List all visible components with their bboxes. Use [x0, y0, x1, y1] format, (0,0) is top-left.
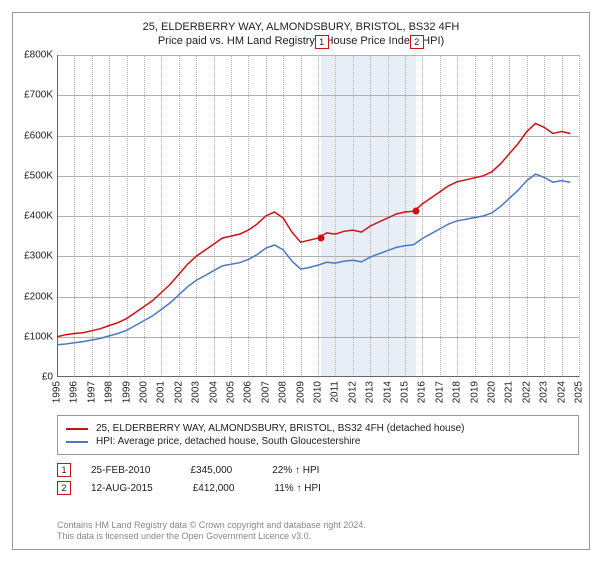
footer-line1: Contains HM Land Registry data © Crown c… [57, 520, 366, 532]
legend-row: 25, ELDERBERRY WAY, ALMONDSBURY, BRISTOL… [66, 423, 570, 434]
x-axis-label: 2005 [226, 381, 237, 403]
x-axis-label: 2017 [434, 381, 445, 403]
x-axis-label: 1997 [86, 381, 97, 403]
x-axis-label: 2010 [313, 381, 324, 403]
series-hpi [57, 174, 570, 345]
sale-marker-box: 2 [410, 35, 424, 49]
x-axis-label: 2011 [330, 381, 341, 403]
x-axis-label: 2007 [260, 381, 271, 403]
y-axis-label: £500K [24, 170, 53, 181]
sale-marker-icon: 2 [57, 481, 71, 495]
x-axis-label: 2009 [295, 381, 306, 403]
legend-label: HPI: Average price, detached house, Sout… [96, 436, 360, 447]
sale-row: 2 12-AUG-2015 £412,000 11% ↑ HPI [57, 481, 321, 495]
x-axis-label: 2019 [469, 381, 480, 403]
sale-delta: 11% ↑ HPI [274, 483, 321, 494]
footer-line2: This data is licensed under the Open Gov… [57, 531, 366, 543]
x-axis-label: 2025 [574, 381, 585, 403]
series-price_paid [57, 123, 570, 336]
sale-marker-icon: 1 [57, 463, 71, 477]
x-axis-label: 2024 [556, 381, 567, 403]
legend-swatch [66, 428, 88, 430]
x-axis-label: 1998 [104, 381, 115, 403]
title-line2: Price paid vs. HM Land Registry's House … [13, 35, 589, 47]
y-axis-label: £200K [24, 291, 53, 302]
legend: 25, ELDERBERRY WAY, ALMONDSBURY, BRISTOL… [57, 415, 579, 455]
x-axis-label: 2002 [173, 381, 184, 403]
legend-label: 25, ELDERBERRY WAY, ALMONDSBURY, BRISTOL… [96, 423, 465, 434]
sale-price: £412,000 [193, 483, 235, 494]
x-axis-label: 2004 [208, 381, 219, 403]
x-axis-label: 2001 [156, 381, 167, 403]
sale-dot-icon [317, 235, 324, 242]
sale-date: 12-AUG-2015 [91, 483, 153, 494]
sale-delta: 22% ↑ HPI [272, 465, 319, 476]
x-axis-label: 2014 [382, 381, 393, 403]
sale-price: £345,000 [190, 465, 232, 476]
x-axis-label: 1996 [69, 381, 80, 403]
chart-container: 25, ELDERBERRY WAY, ALMONDSBURY, BRISTOL… [12, 12, 590, 550]
y-axis-label: £100K [24, 331, 53, 342]
x-axis-label: 2013 [365, 381, 376, 403]
legend-swatch [66, 441, 88, 443]
plot-area: £0£100K£200K£300K£400K£500K£600K£700K£80… [57, 55, 579, 377]
x-axis-label: 2020 [487, 381, 498, 403]
x-axis-label: 2008 [278, 381, 289, 403]
x-axis-label: 2000 [139, 381, 150, 403]
title-line1: 25, ELDERBERRY WAY, ALMONDSBURY, BRISTOL… [13, 21, 589, 33]
y-axis-label: £400K [24, 211, 53, 222]
x-axis-label: 2015 [400, 381, 411, 403]
x-axis-label: 2021 [504, 381, 515, 403]
x-axis-label: 2012 [347, 381, 358, 403]
x-axis-label: 2022 [521, 381, 532, 403]
x-axis-label: 2016 [417, 381, 428, 403]
x-axis-label: 1999 [121, 381, 132, 403]
y-axis-label: £700K [24, 90, 53, 101]
footer: Contains HM Land Registry data © Crown c… [57, 520, 366, 543]
x-axis-label: 2018 [452, 381, 463, 403]
gridline-v [579, 55, 581, 377]
x-axis-label: 2003 [191, 381, 202, 403]
sales-table: 1 25-FEB-2010 £345,000 22% ↑ HPI 2 12-AU… [57, 459, 321, 499]
line-chart-svg [57, 55, 579, 377]
x-axis-label: 1995 [52, 381, 63, 403]
sale-row: 1 25-FEB-2010 £345,000 22% ↑ HPI [57, 463, 321, 477]
sale-date: 25-FEB-2010 [91, 465, 150, 476]
legend-row: HPI: Average price, detached house, Sout… [66, 436, 570, 447]
sale-marker-box: 1 [315, 35, 329, 49]
y-axis-label: £300K [24, 251, 53, 262]
y-axis-label: £600K [24, 130, 53, 141]
x-axis-label: 2006 [243, 381, 254, 403]
sale-dot-icon [412, 208, 419, 215]
chart-title: 25, ELDERBERRY WAY, ALMONDSBURY, BRISTOL… [13, 13, 589, 47]
y-axis-label: £800K [24, 50, 53, 61]
x-axis-label: 2023 [539, 381, 550, 403]
